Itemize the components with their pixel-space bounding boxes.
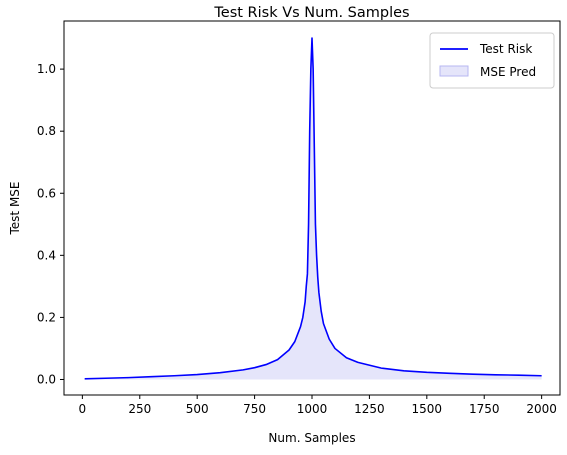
y-tick-label: 0.0 [37,372,56,386]
legend: Test Risk MSE Pred [429,32,555,89]
y-tick-label: 0.2 [37,310,56,324]
x-tick-label: 500 [186,402,209,416]
x-axis-ticks: 0 250 500 750 1000 1250 1500 1750 2000 [79,395,557,416]
mse-pred-area-layer [84,38,542,380]
y-tick-label: 0.6 [37,186,56,200]
legend-label-mse-pred: MSE Pred [480,65,536,79]
mse-pred-area [84,38,542,380]
x-tick-label: 1500 [412,402,443,416]
y-axis-label: Test MSE [8,182,22,236]
x-tick-label: 2000 [526,402,557,416]
legend-label-test-risk: Test Risk [479,42,532,56]
x-tick-label: 1250 [354,402,385,416]
x-tick-label: 1750 [469,402,500,416]
x-tick-label: 1000 [297,402,328,416]
chart-title: Test Risk Vs Num. Samples [213,5,409,21]
y-tick-label: 1.0 [37,62,56,76]
x-tick-label: 0 [79,402,87,416]
y-tick-label: 0.8 [37,124,56,138]
y-axis-ticks: 0.0 0.2 0.4 0.6 0.8 1.0 [37,62,64,386]
test-risk-line-layer [84,37,542,380]
y-tick-label: 0.4 [37,248,56,262]
x-tick-label: 750 [243,402,266,416]
x-axis-label: Num. Samples [268,431,355,445]
test-risk-line [84,37,542,380]
x-tick-label: 250 [128,402,151,416]
legend-patch-mse-pred [439,65,469,77]
